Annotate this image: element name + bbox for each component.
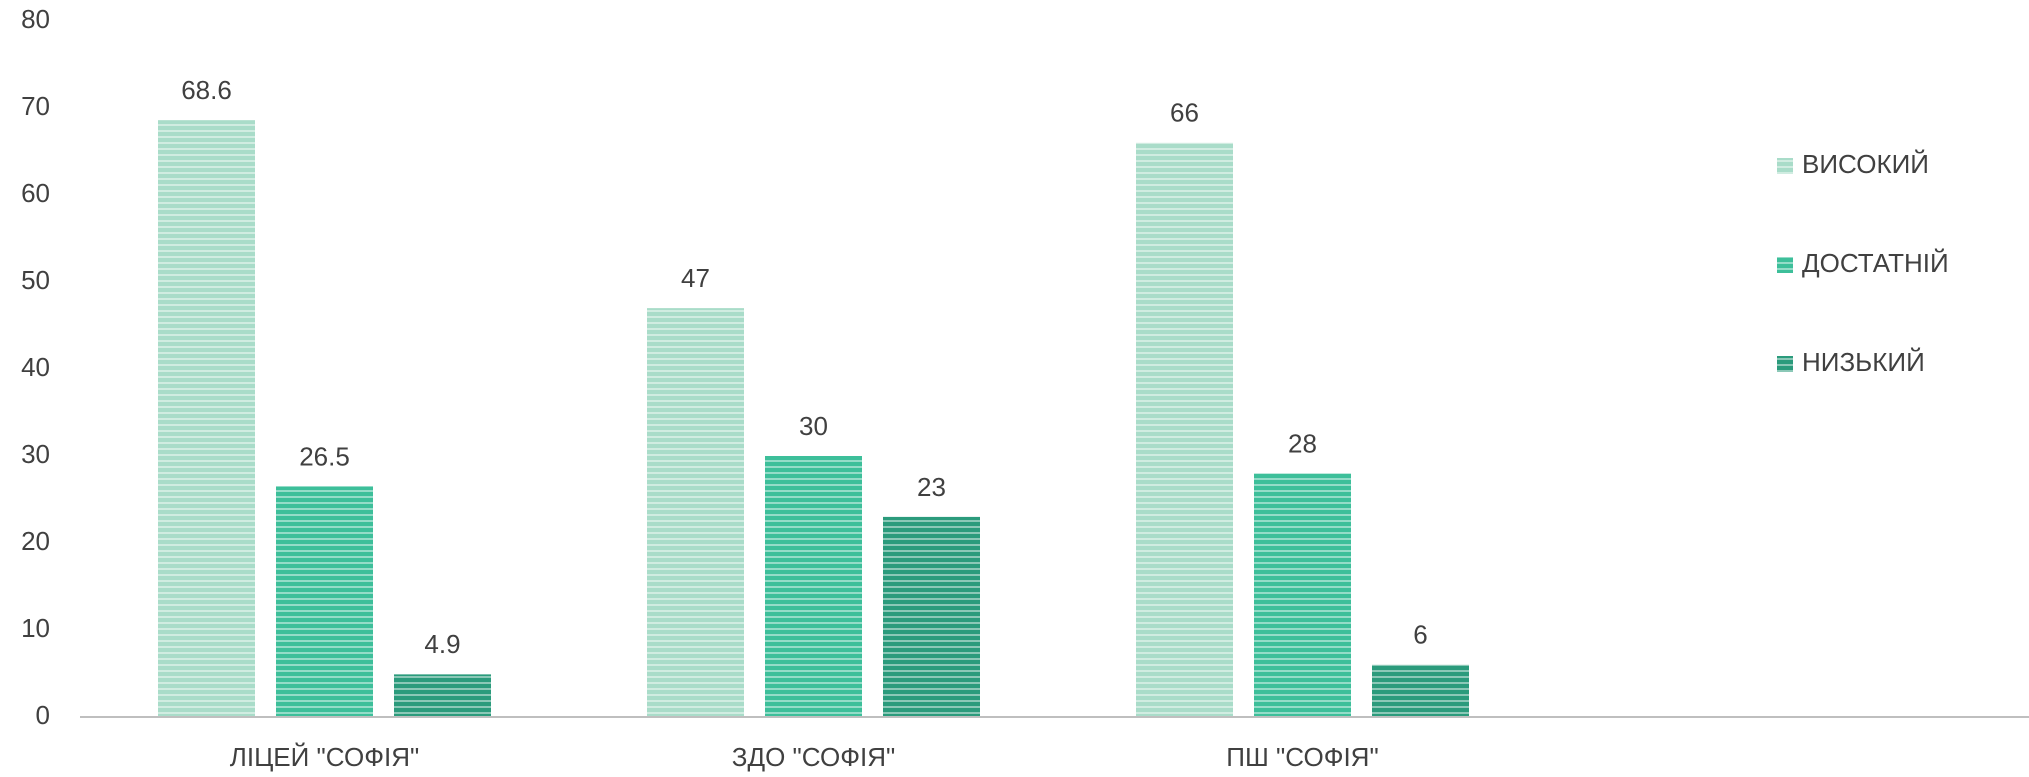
bar <box>276 486 373 717</box>
value-label: 28 <box>1288 428 1317 458</box>
value-label: 66 <box>1170 98 1199 128</box>
y-tick-label: 20 <box>21 526 50 556</box>
x-tick-label: ЗДО "СОФІЯ" <box>732 742 895 772</box>
legend-label: ДОСТАТНІЙ <box>1802 248 1949 278</box>
bar <box>647 308 744 717</box>
y-tick-label: 40 <box>21 352 50 382</box>
value-label: 68.6 <box>181 75 232 105</box>
legend-label: ВИСОКИЙ <box>1802 149 1929 179</box>
value-label: 4.9 <box>424 629 460 659</box>
bar <box>158 120 255 718</box>
value-label: 23 <box>917 472 946 502</box>
x-tick-label: ПШ "СОФІЯ" <box>1226 742 1378 772</box>
y-tick-label: 60 <box>21 178 50 208</box>
bar <box>765 456 862 717</box>
y-tick-label: 0 <box>36 700 50 730</box>
bar <box>1136 142 1233 718</box>
legend-swatch <box>1777 356 1793 372</box>
legend-swatch <box>1777 257 1793 273</box>
legend-label: НИЗЬКИЙ <box>1802 347 1925 377</box>
bar <box>883 516 980 717</box>
bar <box>394 674 491 717</box>
bar <box>1254 473 1351 717</box>
y-tick-label: 10 <box>21 613 50 643</box>
value-label: 26.5 <box>299 441 350 471</box>
x-tick-label: ЛІЦЕЙ "СОФІЯ" <box>230 742 419 772</box>
y-tick-label: 80 <box>21 4 50 34</box>
value-label: 30 <box>799 411 828 441</box>
value-label: 6 <box>1413 620 1427 650</box>
legend-swatch <box>1777 158 1793 174</box>
y-tick-label: 70 <box>21 91 50 121</box>
y-tick-label: 50 <box>21 265 50 295</box>
y-tick-label: 30 <box>21 439 50 469</box>
bar <box>1372 664 1469 717</box>
value-label: 47 <box>681 263 710 293</box>
